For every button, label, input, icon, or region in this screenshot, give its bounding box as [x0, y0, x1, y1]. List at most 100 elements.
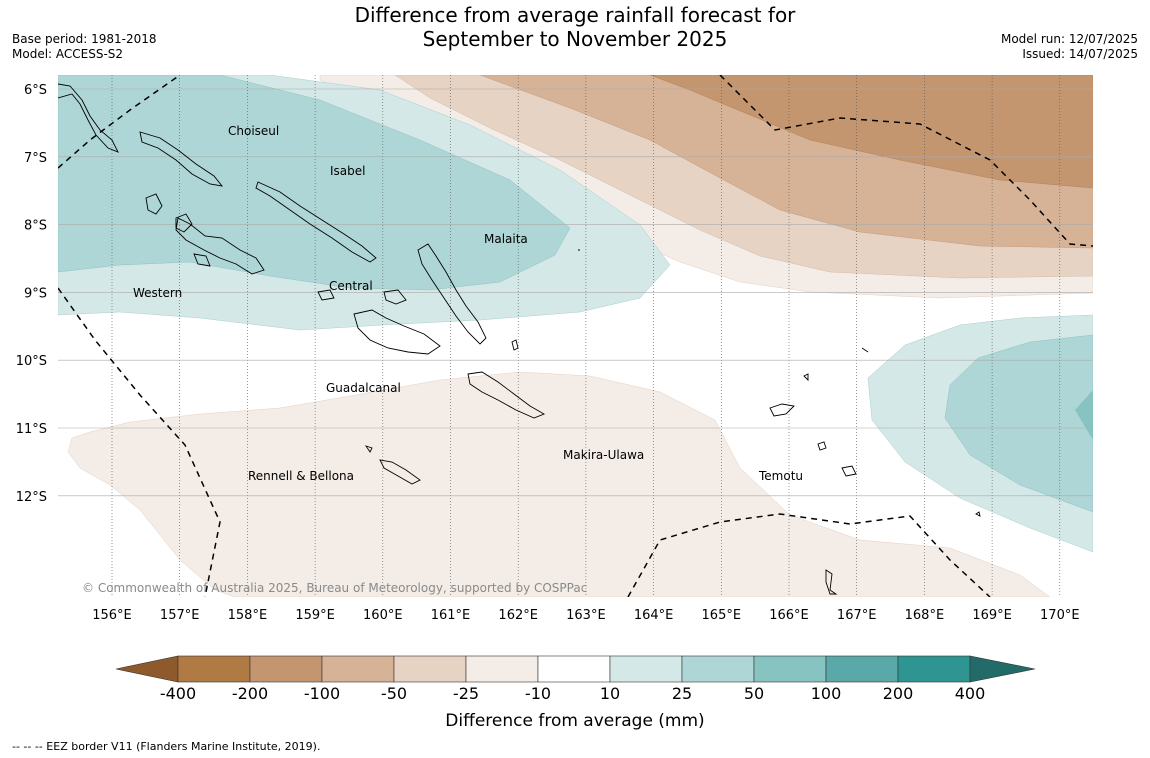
colorbar-segment	[249, 655, 323, 683]
colorbar-tick-label: 50	[744, 684, 764, 703]
map-title: Difference from average rainfall forecas…	[0, 3, 1150, 51]
grid-lines	[58, 75, 1093, 597]
label-rennell-bellona: Rennell & Bellona	[248, 469, 354, 483]
title-line-2: September to November 2025	[422, 27, 728, 51]
lon-tick-label: 157°E	[160, 608, 200, 623]
lon-tick-label: 169°E	[972, 608, 1012, 623]
contour-wet-25	[58, 75, 571, 291]
contour-wet-east-50	[1075, 390, 1093, 440]
island-malaita	[417, 243, 487, 345]
label-makira-ulawa: Makira-Ulawa	[563, 448, 644, 462]
lon-tick-label: 167°E	[837, 608, 877, 623]
island-vanikoro	[841, 465, 857, 477]
eez-border-png-north	[58, 75, 181, 169]
colorbar-tick-label: 10	[600, 684, 620, 703]
eez-border-north	[719, 75, 1093, 247]
eez-borders	[58, 75, 1093, 597]
island-new-georgia	[175, 217, 265, 275]
colorbar-label: Difference from average (mm)	[445, 711, 704, 731]
label-isabel: Isabel	[330, 164, 365, 178]
colorbar-segment	[897, 655, 971, 683]
island-duff	[861, 347, 869, 353]
island-tikopia	[975, 511, 981, 517]
colorbar-tick-label: -100	[304, 684, 340, 703]
lat-tick-label: 9°S	[24, 286, 47, 301]
island-utupua	[817, 441, 827, 451]
label-choiseul: Choiseul	[228, 124, 279, 138]
lon-axis-labels: 156°E 157°E 158°E 159°E 160°E 161°E 162°E 163°E…	[92, 608, 1079, 623]
colorbar-segment	[681, 655, 755, 683]
map-area: Choiseul Isabel Malaita Central Western …	[58, 75, 1093, 597]
province-labels: Choiseul Isabel Malaita Central Western …	[133, 124, 803, 483]
eez-border-vanuatu	[627, 513, 991, 597]
island-russell	[317, 289, 335, 301]
lon-tick-label: 170°E	[1040, 608, 1080, 623]
island-bougainville	[58, 83, 119, 153]
island-ngella	[383, 289, 407, 305]
colorbar-tick-label: 100	[811, 684, 842, 703]
lon-tick-label: 156°E	[92, 608, 132, 623]
label-guadalcanal: Guadalcanal	[326, 381, 401, 395]
islands	[58, 83, 981, 595]
island-vella-lavella	[145, 193, 163, 215]
island-reef-islands	[803, 373, 809, 382]
colorbar-segment	[177, 655, 251, 683]
colorbar-tick-label: -400	[160, 684, 196, 703]
label-western: Western	[133, 286, 182, 300]
issued-date: Issued: 14/07/2025	[1022, 47, 1138, 61]
colorbar-max-extend	[969, 655, 1036, 683]
island-santa-cruz	[769, 403, 795, 417]
island-choiseul	[139, 131, 224, 187]
colorbar-segment	[753, 655, 827, 683]
colorbar-tick-label: -10	[525, 684, 551, 703]
colorbar-tick-label: -200	[232, 684, 268, 703]
lat-tick-label: 8°S	[24, 219, 47, 234]
lon-tick-label: 163°E	[566, 608, 606, 623]
lon-tick-label: 158°E	[228, 608, 268, 623]
info-right: Model run: 12/07/2025 Issued: 14/07/2025	[1001, 32, 1138, 62]
label-temotu: Temotu	[758, 469, 803, 483]
colorbar: -400 -200 -100 -50 -25 -10 10 25 50 100 200 400	[115, 655, 1036, 703]
lat-axis-labels: 6°S 7°S 8°S 9°S 10°S 11°S 12°S	[16, 83, 47, 505]
lon-tick-label: 159°E	[295, 608, 335, 623]
eez-note: -- -- -- EEZ border V11 (Flanders Marine…	[12, 740, 321, 753]
label-central: Central	[329, 279, 373, 293]
island-makira	[467, 371, 546, 419]
lon-tick-label: 166°E	[769, 608, 809, 623]
lat-tick-label: 12°S	[16, 490, 47, 505]
base-period: Base period: 1981-2018	[12, 32, 157, 46]
contour-wet-east-25	[944, 334, 1093, 513]
colorbar-segment	[321, 655, 395, 683]
contour-dry-100	[649, 75, 1093, 189]
lon-tick-label: 161°E	[431, 608, 471, 623]
colorbar-tick-label: 400	[955, 684, 986, 703]
island-rennell	[379, 459, 421, 485]
island-ulawa	[511, 339, 519, 351]
colorbar-tick-label: -25	[453, 684, 479, 703]
colorbar-segment	[393, 655, 467, 683]
island-bellona	[364, 445, 373, 453]
colorbar-segment	[609, 655, 683, 683]
colorbar-segment	[537, 655, 611, 683]
lat-tick-label: 7°S	[24, 151, 47, 166]
island-isabel	[255, 181, 377, 263]
lat-tick-label: 11°S	[16, 422, 47, 437]
lon-tick-label: 162°E	[498, 608, 538, 623]
colorbar-min-extend	[115, 655, 179, 683]
title-line-1: Difference from average rainfall forecas…	[354, 3, 796, 27]
island-guadalcanal	[353, 309, 441, 355]
colorbar-tick-label: 200	[883, 684, 914, 703]
lon-tick-label: 165°E	[702, 608, 742, 623]
colorbar-segment	[825, 655, 899, 683]
model-run: Model run: 12/07/2025	[1000, 32, 1138, 46]
copyright-notice: © Commonwealth of Australia 2025, Bureau…	[82, 581, 587, 595]
eez-border-png-west	[58, 287, 221, 597]
lon-tick-label: 160°E	[363, 608, 403, 623]
lat-tick-label: 10°S	[16, 354, 47, 369]
island-kolombangara	[175, 213, 193, 233]
island-anuta	[825, 569, 838, 595]
label-malaita: Malaita	[484, 232, 528, 246]
colorbar-tick-label: -50	[381, 684, 407, 703]
lat-tick-label: 6°S	[24, 83, 47, 98]
